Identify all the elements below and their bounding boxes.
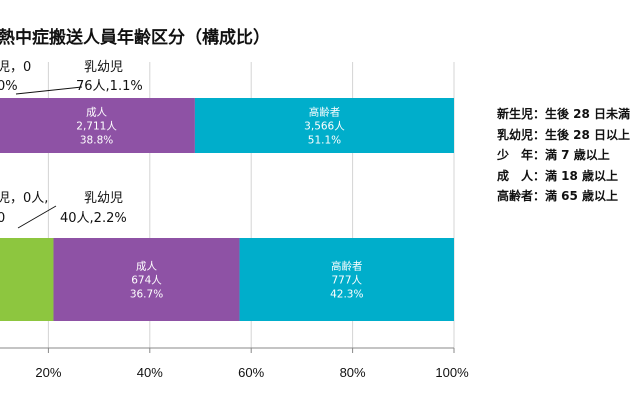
segment-count: 674人 (131, 275, 162, 287)
bar-segment (239, 238, 454, 321)
x-tick-label: 40% (137, 365, 163, 380)
bar-segment (53, 238, 240, 321)
bar-segment (0, 98, 195, 153)
segment-percent: 42.3% (330, 289, 363, 301)
segment-count: 3,566人 (304, 121, 345, 133)
segment-percent: 38.8% (80, 135, 113, 147)
annotation-label: 0 (0, 211, 5, 226)
annotation-label: 乳幼児 (84, 60, 123, 75)
annotation-leader (15, 86, 83, 95)
legend-item: 高齢者：満 65 歳以上 (497, 189, 619, 203)
segment-count: 2,711人 (76, 121, 117, 133)
annotation-label: 0% (0, 79, 18, 94)
annotation-label: 乳幼児 (84, 191, 123, 206)
x-tick-label: 20% (35, 365, 61, 380)
segment-percent: 51.1% (308, 135, 341, 147)
segment-label: 成人 (136, 261, 157, 273)
bar-segment (0, 238, 54, 321)
legend-item: 成 人：満 18 歳以上 (497, 168, 619, 183)
segment-label: 成人 (86, 107, 107, 119)
plot-area: 成人 2,711人 38.8% 高齢者 3,566人 51.1% 成人 674人 36.7% 高齢… (0, 60, 469, 380)
legend-item: 新生児：生後 28 日未満 (497, 107, 631, 121)
segment-percent: 36.7% (130, 289, 163, 301)
segment-label: 高齢者 (331, 260, 363, 273)
legend-item: 乳幼児：生後 28 日以上 (497, 127, 631, 142)
legend-item: 少 年：満 7 歳以上 (497, 148, 610, 162)
x-tick-label: 80% (340, 365, 366, 380)
x-tick-label: 60% (238, 365, 264, 380)
x-tick-label: 100% (435, 365, 469, 380)
annotation-leader (17, 205, 57, 229)
annotation-label: 76人,1.1% (76, 79, 143, 94)
bar-segment (194, 98, 454, 153)
segment-label: 高齢者 (309, 106, 341, 119)
chart-title: 熱中症搬送人員年齢区分（構成比） (0, 27, 270, 48)
legend: 新生児：生後 28 日未満 乳幼児：生後 28 日以上 少 年：満 7 歳以上 … (497, 104, 640, 207)
annotation-label: 児，0 (0, 60, 31, 75)
annotation-label: 40人,2.2% (60, 211, 127, 226)
annotation-label: 児，0人, (0, 191, 48, 206)
segment-count: 777人 (331, 275, 362, 287)
